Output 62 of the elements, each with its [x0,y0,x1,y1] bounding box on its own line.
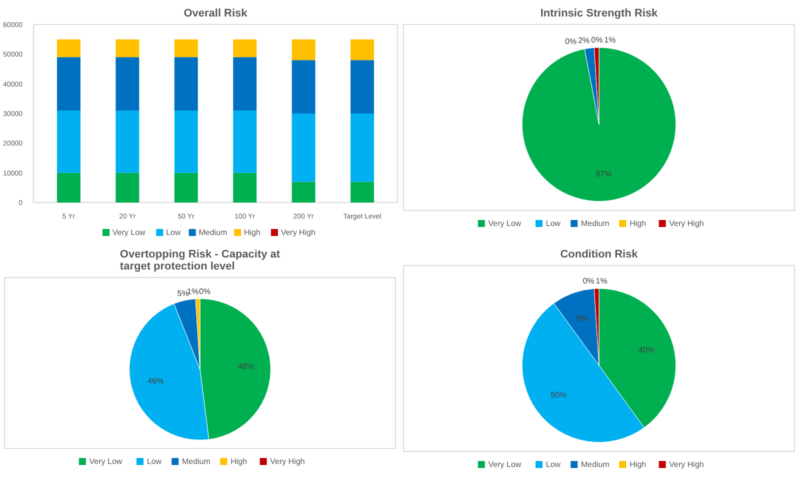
bar [116,172,140,202]
data-label: 97% [596,170,612,179]
bar [233,57,257,111]
legend-label: High [630,219,646,228]
legend-label: Medium [182,457,211,466]
legend-label: Very High [280,228,316,237]
legend-label: Very High [669,219,704,228]
text: 0% [199,287,211,296]
legend-label: Low [146,457,162,466]
bar [350,39,374,60]
bar [116,57,140,111]
bar [350,182,374,202]
legend-label: Very Low [488,460,522,469]
chart-title: Condition Risk [560,248,639,260]
data-label: 1% [596,276,608,286]
data-label: 46% [148,376,164,386]
bar [292,60,316,114]
data-label: 1% [604,35,616,44]
bar [350,60,374,114]
bar [116,110,140,173]
chart-title: Overall Risk [184,8,248,20]
data-label: 9% [576,314,588,323]
bar [292,39,316,60]
legend-label: Medium [580,219,610,228]
bar [56,57,80,111]
legend-label: High [630,460,646,469]
legend-label: High [244,228,260,237]
legend-label: Very High [669,460,704,469]
bar [233,39,257,58]
bar [56,39,80,58]
legend-label: Very Low [112,228,146,237]
bar [174,39,198,58]
text: 0% [591,36,603,45]
chart-title: Overtopping Risk - Capacity at target protection level [120,248,280,272]
data-label: 5% [177,289,189,298]
legend-label: High [230,457,248,466]
legend-label: Low [546,460,561,469]
legend-label: Very High [270,457,305,466]
data-label: 48% [238,362,254,371]
bar [233,110,257,173]
text: 0% [582,276,594,286]
text: 0% [565,36,577,46]
data-label: 50% [550,390,567,400]
bar [350,114,374,182]
bar [174,110,198,173]
bar [56,172,80,202]
bar [56,110,80,173]
bar [174,57,198,111]
bar [233,172,257,202]
bar [292,114,316,182]
bar [174,172,198,202]
legend-label: Very Low [89,457,122,466]
bar [292,182,316,202]
legend-label: Low [546,219,561,228]
legend-label: Medium [580,460,610,469]
legend-label: Very Low [488,219,522,228]
chart-title: Intrinsic Strength Risk [540,8,659,20]
legend-label: Low [166,228,181,237]
legend-label: Medium [198,228,228,237]
data-label: 2% [578,36,590,46]
bar [116,39,140,58]
data-label: 40% [638,345,655,354]
